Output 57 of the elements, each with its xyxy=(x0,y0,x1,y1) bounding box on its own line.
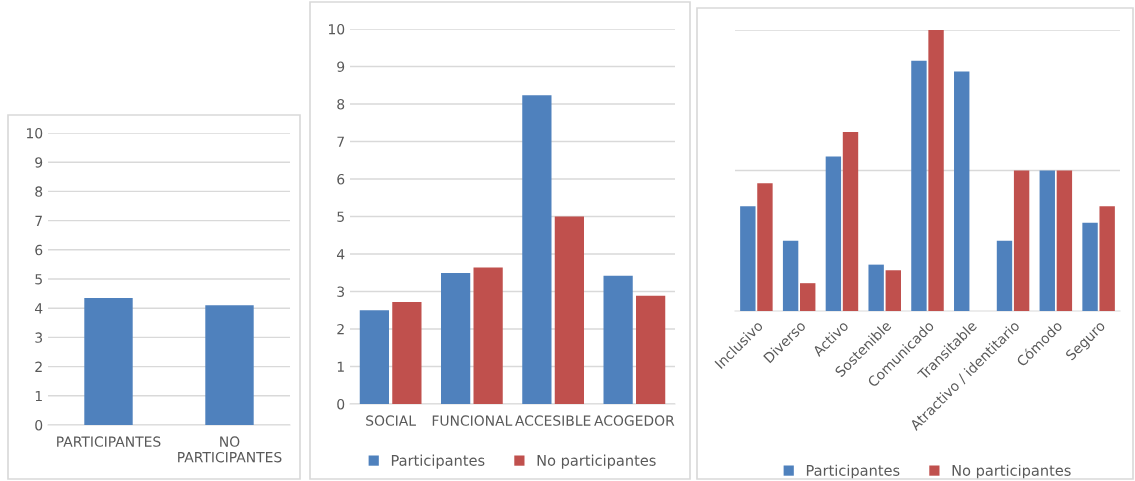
y-tick-label: 2 xyxy=(337,323,344,335)
x-tick-label: ACCESIBLE xyxy=(515,415,591,426)
bar xyxy=(996,240,1013,311)
y-tick-label: 1 xyxy=(337,361,344,372)
legend-label: No participantes xyxy=(952,464,1071,479)
bar xyxy=(441,273,471,404)
y-tick-label: 0 xyxy=(35,419,43,431)
bar xyxy=(522,95,552,404)
y-tick-label: 0 xyxy=(337,398,345,410)
bar xyxy=(1056,170,1073,311)
bar xyxy=(473,267,503,404)
bar xyxy=(757,183,773,311)
bar xyxy=(911,60,927,311)
y-tick-label: 4 xyxy=(34,303,43,314)
bar xyxy=(800,283,816,311)
x-tick-label: SOCIAL xyxy=(366,415,416,426)
legend-label: Participantes xyxy=(806,464,900,479)
y-tick-label: 9 xyxy=(337,61,345,72)
y-tick-label: 8 xyxy=(35,186,43,197)
bar xyxy=(782,240,799,311)
bar xyxy=(359,310,389,404)
y-tick-label: 7 xyxy=(337,136,344,147)
legend-label: No participantes xyxy=(537,454,656,469)
x-tick-label: NO PARTICIPANTES xyxy=(178,436,282,463)
bar xyxy=(825,156,842,311)
bar xyxy=(885,270,901,311)
bar xyxy=(603,275,633,404)
y-tick-label: 3 xyxy=(337,286,345,297)
bar xyxy=(928,30,944,311)
x-tick-label: FUNCIONAL xyxy=(432,415,513,426)
bar xyxy=(636,295,666,404)
y-tick-label: 5 xyxy=(35,274,42,285)
bar xyxy=(842,132,859,311)
bar xyxy=(1039,170,1055,311)
y-tick-label: 1 xyxy=(35,390,42,402)
y-tick-label: 3 xyxy=(35,332,43,343)
y-tick-label: 10 xyxy=(26,127,43,139)
y-tick-label: 6 xyxy=(35,244,43,256)
x-tick-label: PARTICIPANTES xyxy=(57,436,161,447)
bar xyxy=(740,206,756,311)
y-tick-label: 9 xyxy=(35,157,43,168)
bar xyxy=(868,264,884,311)
bar xyxy=(554,216,584,404)
bar xyxy=(392,302,422,404)
legend-label: Participantes xyxy=(391,454,485,469)
bar xyxy=(1013,170,1030,311)
y-tick-label: 10 xyxy=(328,23,345,35)
y-tick-label: 8 xyxy=(337,98,345,110)
bar xyxy=(954,71,970,311)
y-tick-label: 5 xyxy=(337,211,344,222)
bar xyxy=(1082,222,1098,311)
bar xyxy=(1099,206,1115,311)
x-tick-label: ACOGEDOR xyxy=(594,415,675,426)
y-tick-label: 6 xyxy=(337,173,345,185)
y-tick-label: 7 xyxy=(35,215,42,226)
y-tick-label: 4 xyxy=(336,249,345,260)
y-tick-label: 2 xyxy=(35,361,42,372)
